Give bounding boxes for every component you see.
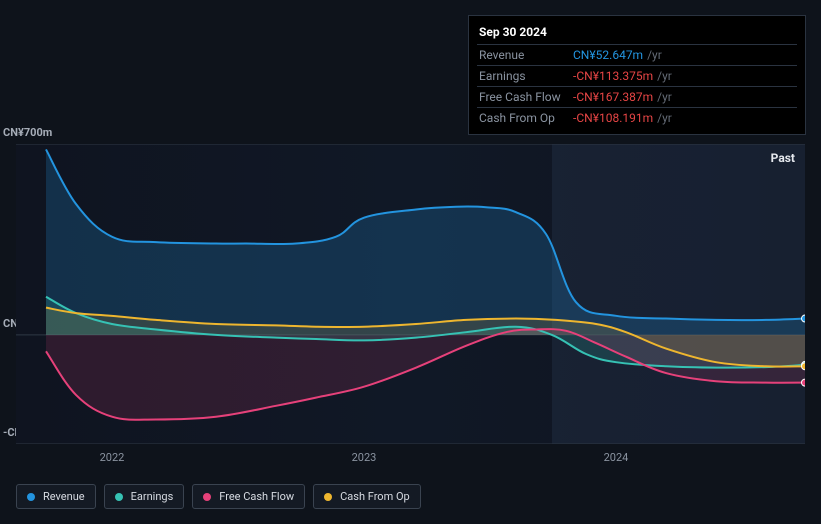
legend-dot-icon (115, 493, 123, 501)
tooltip-row-label: Earnings (479, 69, 573, 83)
legend: Revenue Earnings Free Cash Flow Cash From O… (16, 484, 421, 509)
legend-label: Cash From Op (340, 490, 410, 503)
tooltip-row-value: -CN¥167.387m (573, 90, 653, 104)
series-end-marker (802, 363, 806, 370)
x-axis-label: 2022 (82, 451, 142, 464)
legend-label: Revenue (43, 490, 85, 503)
tooltip-panel: Sep 30 2024 RevenueCN¥52.647m/yrEarnings… (468, 15, 806, 135)
tooltip-row: Free Cash Flow-CN¥167.387m/yr (477, 86, 797, 107)
legend-label: Free Cash Flow (219, 490, 294, 503)
tooltip-row-unit: /yr (657, 69, 672, 83)
legend-dot-icon (203, 493, 211, 501)
tooltip-row-value: CN¥52.647m (573, 48, 643, 62)
legend-label: Earnings (131, 490, 174, 503)
tooltip-row-unit: /yr (647, 48, 662, 62)
legend-item[interactable]: Cash From Op (313, 484, 421, 509)
chart-area (16, 144, 805, 444)
y-axis-label: CN¥700m (3, 126, 63, 139)
tooltip-row-label: Free Cash Flow (479, 90, 573, 104)
chart-svg (16, 144, 805, 444)
legend-dot-icon (27, 493, 35, 501)
tooltip-row-value: -CN¥113.375m (573, 69, 653, 83)
tooltip-row: Earnings-CN¥113.375m/yr (477, 65, 797, 86)
tooltip-row-unit: /yr (657, 90, 672, 104)
legend-item[interactable]: Free Cash Flow (192, 484, 305, 509)
tooltip-row-unit: /yr (657, 111, 672, 125)
past-region-label: Past (771, 151, 795, 165)
x-axis-label: 2024 (586, 451, 646, 464)
tooltip-row: RevenueCN¥52.647m/yr (477, 44, 797, 65)
legend-item[interactable]: Revenue (16, 484, 96, 509)
series-end-marker (802, 379, 806, 386)
legend-item[interactable]: Earnings (104, 484, 185, 509)
tooltip-row-label: Cash From Op (479, 111, 573, 125)
tooltip-row-value: -CN¥108.191m (573, 111, 653, 125)
tooltip-row: Cash From Op-CN¥108.191m/yr (477, 107, 797, 128)
tooltip-row-label: Revenue (479, 48, 573, 62)
x-axis-label: 2023 (334, 451, 394, 464)
tooltip-date: Sep 30 2024 (477, 22, 797, 44)
legend-dot-icon (324, 493, 332, 501)
series-end-marker (802, 315, 806, 322)
